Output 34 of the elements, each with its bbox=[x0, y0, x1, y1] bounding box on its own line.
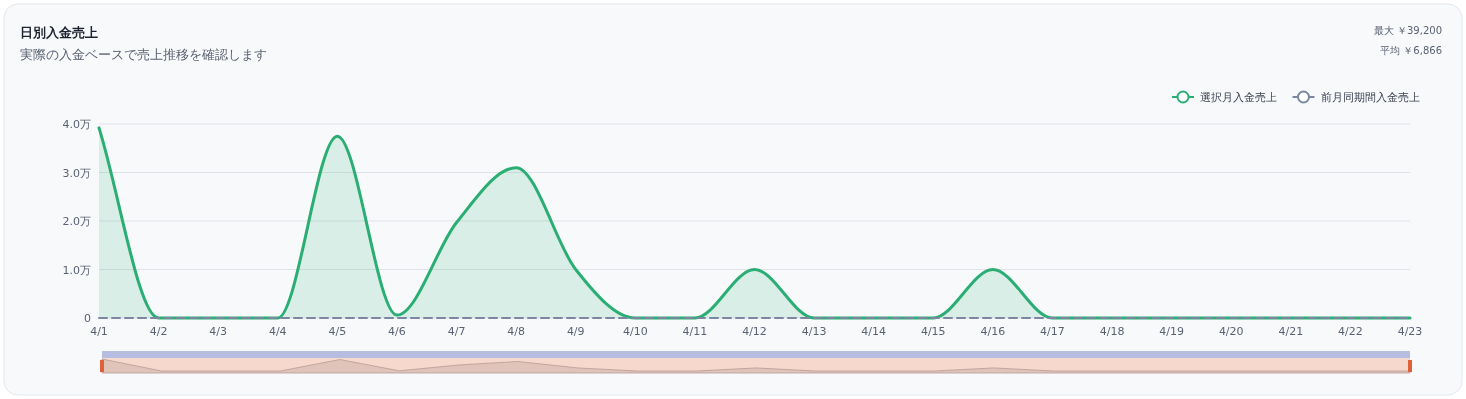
y-tick-label: 0 bbox=[84, 312, 91, 325]
x-tick-label: 4/7 bbox=[447, 325, 466, 338]
x-tick-label: 4/9 bbox=[566, 325, 585, 338]
legend-label: 前月同期間入金売上 bbox=[1320, 91, 1420, 104]
x-tick-label: 4/20 bbox=[1218, 325, 1244, 338]
x-tick-label: 4/21 bbox=[1278, 325, 1304, 338]
y-tick-label: 4.0万 bbox=[62, 118, 91, 131]
x-tick-label: 4/13 bbox=[801, 325, 827, 338]
x-tick-label: 4/16 bbox=[980, 325, 1006, 338]
x-tick-label: 4/3 bbox=[209, 325, 228, 338]
x-tick-label: 4/17 bbox=[1040, 325, 1065, 338]
x-tick-label: 4/22 bbox=[1338, 325, 1363, 338]
x-tick-label: 4/4 bbox=[268, 325, 287, 338]
x-tick-label: 4/23 bbox=[1397, 325, 1423, 338]
x-tick-label: 4/6 bbox=[388, 325, 406, 338]
x-tick-label: 4/11 bbox=[682, 325, 708, 338]
legend-label: 選択月入金売上 bbox=[1200, 91, 1277, 104]
chart-subtitle: 実際の入金ベースで売上推移を確認します bbox=[20, 47, 267, 62]
x-tick-label: 4/14 bbox=[861, 325, 887, 338]
x-tick-label: 4/1 bbox=[90, 325, 108, 338]
text: 最大 ￥39,200 bbox=[1373, 25, 1442, 36]
x-tick-label: 4/10 bbox=[622, 325, 648, 338]
x-tick-label: 4/15 bbox=[920, 325, 946, 338]
y-tick-label: 1.0万 bbox=[62, 263, 91, 277]
chart-title: 日別入金売上 bbox=[20, 25, 98, 40]
text: 平均 ￥6,866 bbox=[1380, 45, 1442, 56]
x-tick-label: 4/18 bbox=[1099, 325, 1125, 338]
x-tick-label: 4/8 bbox=[507, 325, 525, 338]
y-tick-label: 2.0万 bbox=[62, 215, 91, 228]
x-tick-label: 4/19 bbox=[1159, 325, 1184, 338]
x-tick-label: 4/5 bbox=[328, 325, 347, 338]
x-tick-label: 4/12 bbox=[742, 325, 767, 338]
x-tick-label: 4/2 bbox=[149, 325, 168, 338]
y-tick-label: 3.0万 bbox=[62, 166, 91, 180]
